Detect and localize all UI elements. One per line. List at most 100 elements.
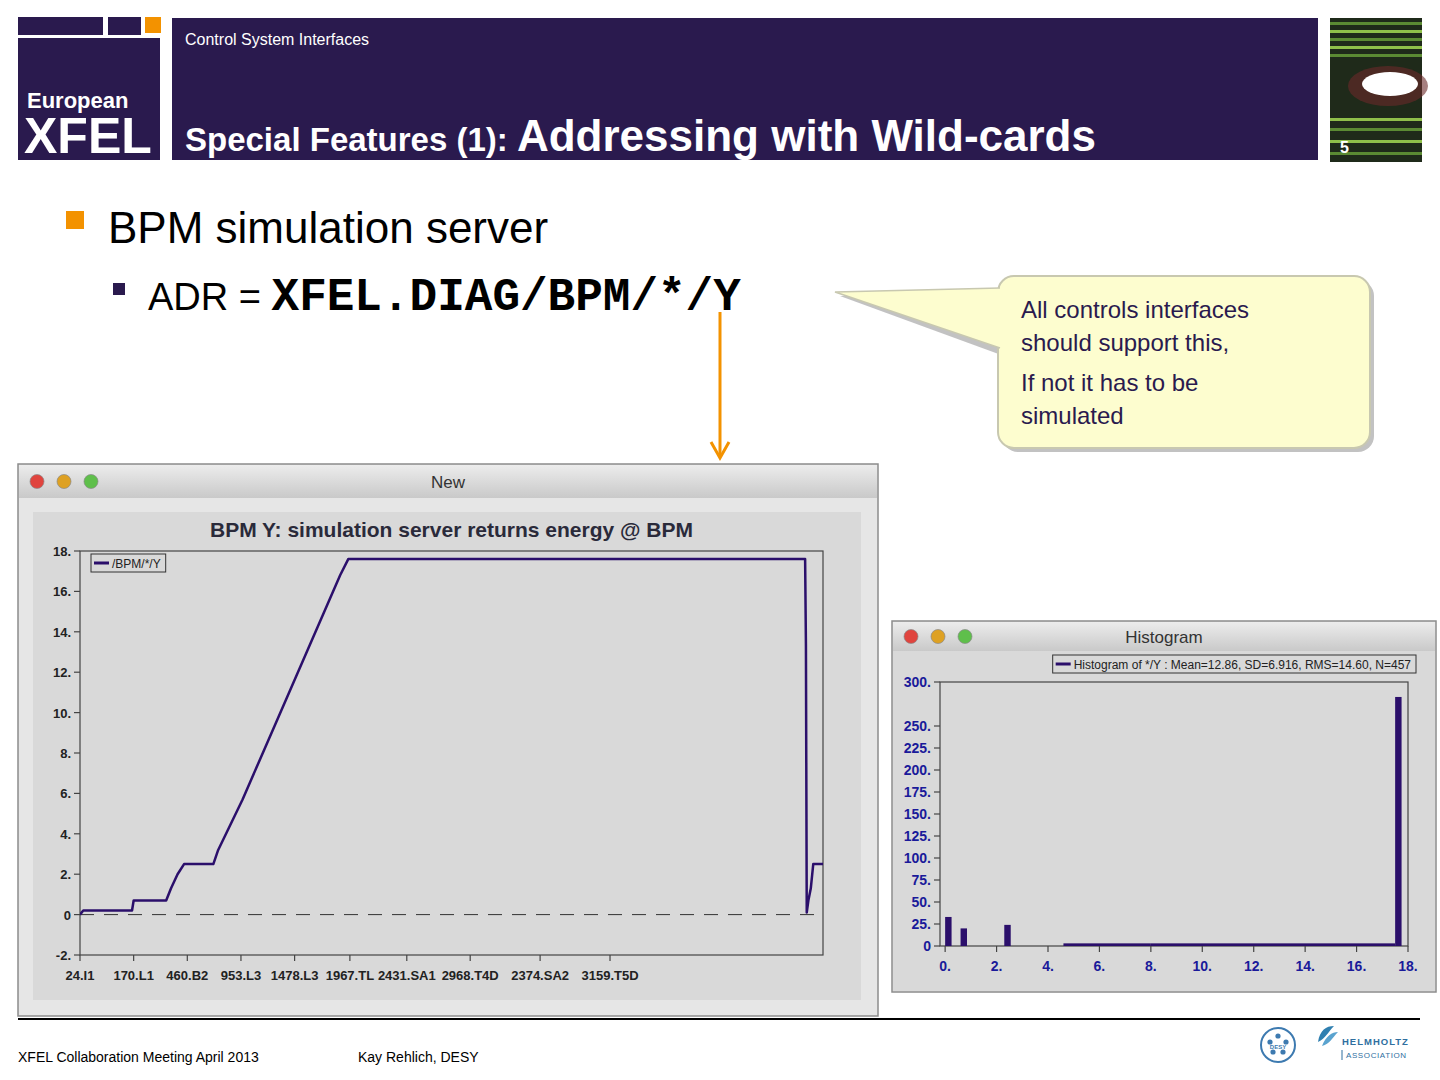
- x-tick-label: 24.I1: [66, 968, 95, 983]
- desy-logo-dot: [1275, 1033, 1280, 1038]
- x-tick-label: 18.: [1398, 958, 1417, 974]
- x-tick-label: 14.: [1295, 958, 1314, 974]
- x-tick-label: 2431.SA1: [378, 968, 436, 983]
- x-tick: [294, 955, 295, 961]
- y-tick-label: 175.: [904, 784, 931, 800]
- address-prefix: ADR =: [148, 276, 272, 318]
- x-tick: [1047, 946, 1048, 952]
- footer-author: Kay Rehlich, DESY: [358, 1049, 479, 1065]
- desy-logo-text: DESY: [1270, 1044, 1286, 1050]
- y-tick-label: 300.: [904, 674, 931, 690]
- x-tick: [79, 955, 80, 961]
- header-image-stripe: [1330, 118, 1422, 121]
- x-tick: [470, 955, 471, 961]
- x-tick-label: 16.: [1347, 958, 1366, 974]
- x-tick-label: 8.: [1145, 958, 1157, 974]
- y-tick-label: 0: [64, 908, 71, 923]
- x-tick: [349, 955, 350, 961]
- header-bar: [172, 18, 1318, 160]
- title-main: Addressing with Wild-cards: [517, 111, 1096, 160]
- header-image-stripe: [1330, 46, 1422, 49]
- x-tick: [1356, 946, 1357, 952]
- histogram-bar: [961, 928, 967, 946]
- y-tick-label: 250.: [904, 718, 931, 734]
- window-button: [931, 630, 945, 644]
- window-button: [958, 630, 972, 644]
- x-tick: [609, 955, 610, 961]
- x-tick-label: 6.: [1094, 958, 1106, 974]
- y-tick: [934, 725, 940, 726]
- y-tick: [934, 791, 940, 792]
- y-tick-label: 75.: [912, 872, 931, 888]
- y-tick-label: 200.: [904, 762, 931, 778]
- helmholtz-text: ASSOCIATION: [1346, 1051, 1407, 1060]
- histogram-bar: [1011, 946, 1064, 947]
- y-tick-label: 18.: [53, 544, 71, 559]
- y-tick: [934, 923, 940, 924]
- y-tick: [74, 631, 80, 632]
- y-tick: [934, 835, 940, 836]
- title-prefix: Special Features (1):: [185, 121, 517, 158]
- x-tick: [1150, 946, 1151, 952]
- legend-text: /BPM/*/Y: [112, 557, 161, 571]
- zero-line: [80, 914, 823, 915]
- x-tick-label: 0.: [939, 958, 951, 974]
- desy-logo: [1261, 1028, 1295, 1062]
- callout-text: If not it has to be: [1021, 369, 1198, 396]
- y-tick: [934, 901, 940, 902]
- x-tick-label: 2374.SA2: [511, 968, 569, 983]
- y-tick-label: 125.: [904, 828, 931, 844]
- logo-block: [108, 17, 141, 35]
- callout-pointer: [835, 288, 1000, 348]
- y-tick-label: 0: [923, 938, 931, 954]
- x-tick: [996, 946, 997, 952]
- desy-logo-dot: [1280, 1049, 1285, 1054]
- bullet-text: BPM simulation server: [108, 203, 548, 252]
- legend: /BPM/*/Y: [91, 554, 166, 572]
- y-tick-label: 10.: [53, 706, 71, 721]
- section-title: Control System Interfaces: [185, 31, 369, 48]
- x-tick: [1305, 946, 1306, 952]
- legend-swatch: [1056, 663, 1071, 666]
- y-tick: [74, 550, 80, 551]
- y-tick-label: 14.: [53, 625, 71, 640]
- footer-event: XFEL Collaboration Meeting April 2013: [18, 1049, 259, 1065]
- y-tick: [934, 681, 940, 682]
- plot-marks: [80, 559, 823, 915]
- window-frame: [18, 464, 878, 1016]
- legend-box: [91, 554, 166, 572]
- slide: EuropeanXFELControl System InterfacesSpe…: [0, 0, 1440, 1080]
- y-tick: [74, 793, 80, 794]
- header-image: [1330, 18, 1422, 162]
- header-image-light: [1362, 72, 1418, 96]
- helmholtz-text: HELMHOLTZ: [1342, 1036, 1409, 1047]
- page-number: 5: [1340, 139, 1349, 156]
- y-tick: [74, 954, 80, 955]
- y-tick-label: 6.: [60, 786, 71, 801]
- header-image-glow: [1348, 66, 1428, 106]
- y-tick: [74, 672, 80, 673]
- callout-box: [998, 276, 1370, 448]
- logo-text: XFEL: [24, 108, 152, 164]
- x-tick-label: 1967.TL: [326, 968, 374, 983]
- header-image-stripe: [1330, 128, 1422, 131]
- window-titlebar: [19, 465, 877, 498]
- plot-frame: [80, 551, 823, 955]
- callout-text: should support this,: [1021, 329, 1229, 356]
- window-button: [30, 475, 44, 489]
- callout-text: All controls interfaces: [1021, 296, 1249, 323]
- legend-text: Histogram of */Y : Mean=12.86, SD=6.916,…: [1074, 658, 1412, 672]
- y-tick: [74, 591, 80, 592]
- sub-bullet-marker: [113, 283, 125, 295]
- pointer-arrow: [719, 312, 722, 456]
- x-tick-label: 3159.T5D: [581, 968, 638, 983]
- desy-logo-dot: [1270, 1049, 1275, 1054]
- chart-title: BPM Y: simulation server returns energy …: [210, 518, 693, 541]
- plot-panel: [33, 512, 861, 1000]
- y-tick: [74, 874, 80, 875]
- x-tick: [1099, 946, 1100, 952]
- logo-block: [145, 17, 161, 33]
- header-image-stripe: [1330, 22, 1422, 25]
- window-button: [904, 630, 918, 644]
- y-tick-label: 50.: [912, 894, 931, 910]
